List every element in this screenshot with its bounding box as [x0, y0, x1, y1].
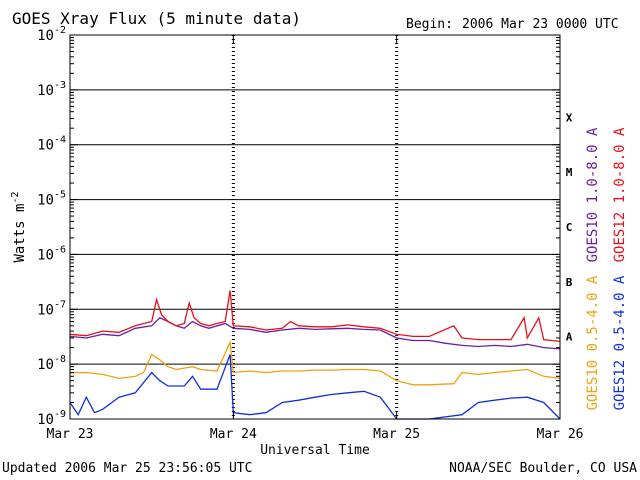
legend-entry: GOES10 1.0-8.0 A [585, 127, 601, 262]
y-axis-label: Watts m-2 [10, 191, 28, 262]
y-tick-label: 10-8 [37, 354, 66, 373]
y-tick-label: 10-3 [37, 80, 66, 99]
y-axis-label-exp: -2 [10, 191, 21, 203]
begin-value: 2006 Mar 23 0000 UTC [462, 17, 619, 32]
flare-class-label: A [566, 331, 573, 344]
y-axis-ticks: 10-9 10-8 10-7 10-6 10-5 10-4 10-3 10-2 [37, 25, 560, 428]
x-axis-label: Universal Time [260, 443, 370, 458]
y-tick-label: 10-2 [37, 25, 66, 44]
series-layer [69, 290, 561, 420]
x-tick-label: Mar 26 [537, 427, 584, 442]
x-tick-label: Mar 24 [210, 427, 257, 442]
x-tick-label: Mar 25 [373, 427, 420, 442]
series-line [69, 354, 561, 420]
legend-entry: GOES12 1.0-8.0 A [612, 127, 628, 262]
grid-lines [70, 35, 560, 419]
flare-class-label: X [566, 111, 573, 124]
legend-entry: GOES12 0.5-4.0 A [612, 275, 628, 410]
flare-class-label: M [566, 166, 573, 179]
plot-frame [69, 34, 561, 420]
y-axis-label-base: Watts m [12, 204, 28, 263]
chart-title: GOES Xray Flux (5 minute data) [12, 9, 301, 28]
footer-credit: NOAA/SEC Boulder, CO USA [449, 461, 637, 476]
flare-class-label: C [566, 221, 573, 234]
svg-text:Watts m-2: Watts m-2 [10, 191, 28, 262]
series-line [69, 317, 561, 350]
y-tick-label: 10-4 [37, 135, 66, 154]
y-tick-label: 10-5 [37, 190, 66, 209]
series-line [70, 339, 561, 386]
x-tick-label: Mar 23 [47, 427, 94, 442]
legend: GOES10 1.0-8.0 A GOES12 1.0-8.0 A GOES10 0… [585, 127, 628, 410]
legend-entry: GOES10 0.5-4.0 A [585, 275, 601, 410]
begin-label: Begin: [406, 17, 453, 32]
flare-class-labels: A B C M X [566, 111, 573, 343]
series-line [69, 290, 561, 343]
x-axis-ticks: Mar 23 Mar 24 Mar 25 Mar 26 [47, 35, 584, 442]
y-tick-label: 10-7 [37, 299, 66, 318]
footer-updated: Updated 2006 Mar 25 23:56:05 UTC [2, 461, 252, 476]
y-tick-label: 10-6 [37, 244, 66, 263]
flare-class-label: B [566, 276, 573, 289]
y-tick-label: 10-9 [37, 409, 66, 428]
